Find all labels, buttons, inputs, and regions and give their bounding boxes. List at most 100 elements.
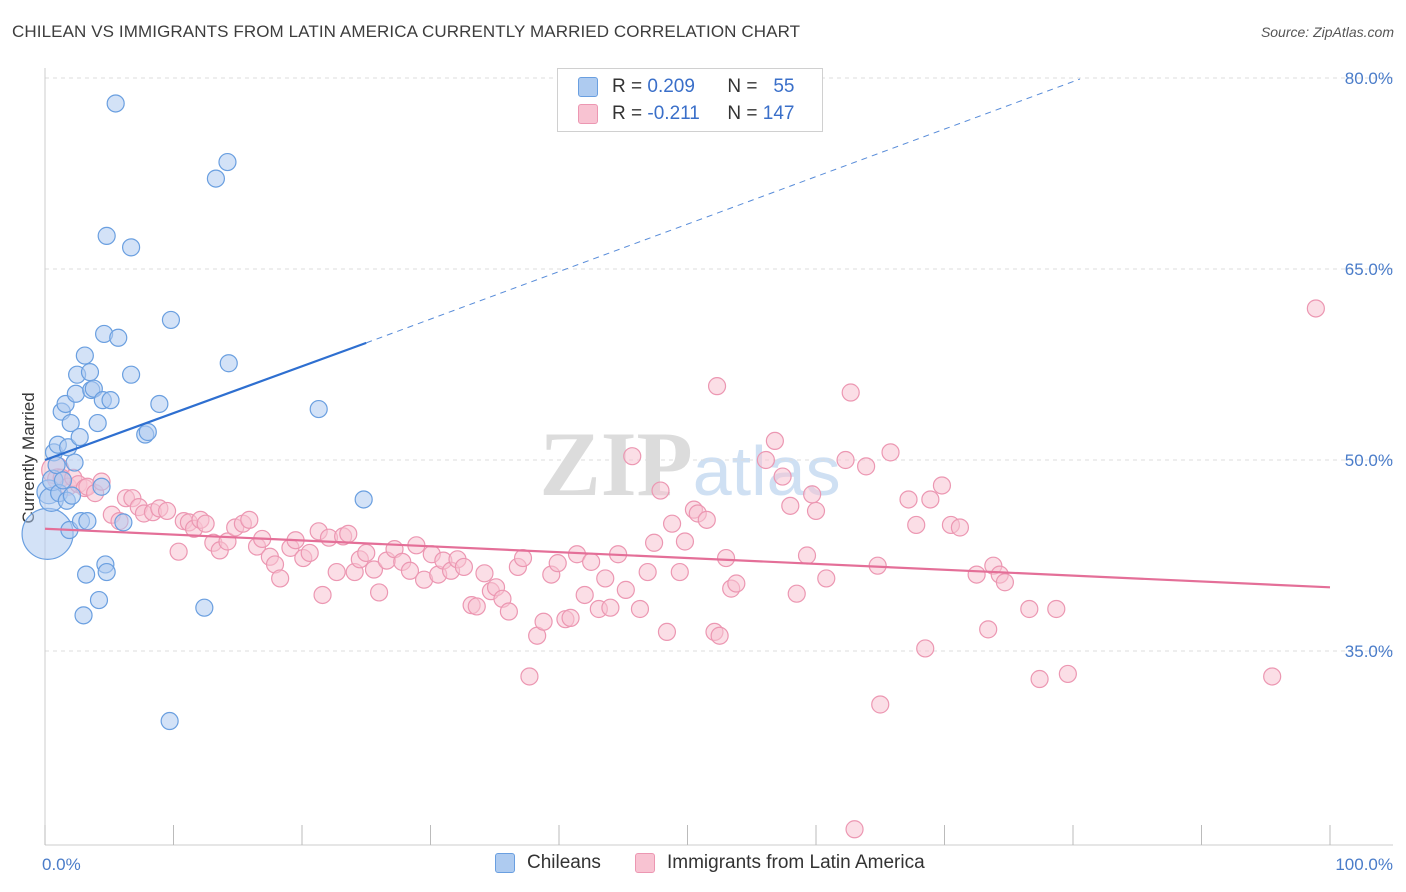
grid-lines <box>45 77 1393 652</box>
chileans-point <box>106 94 125 113</box>
immigrants-point <box>157 501 177 521</box>
immigrants-point <box>548 554 567 573</box>
n-label: N = <box>727 103 758 124</box>
immigrants-point <box>803 485 822 504</box>
immigrants-point <box>773 467 792 486</box>
immigrants-point <box>327 562 346 582</box>
chileans-swatch <box>578 77 598 97</box>
immigrants-point <box>727 574 746 593</box>
y-tick-label: 80.0% <box>1345 69 1393 88</box>
immigrants-point <box>575 585 594 605</box>
chileans-label: Chileans <box>527 852 601 873</box>
immigrants-point <box>196 514 215 533</box>
y-tick-label: 50.0% <box>1345 451 1393 470</box>
immigrants-point <box>339 524 358 543</box>
chileans-point <box>92 477 111 496</box>
immigrants-point <box>871 695 890 714</box>
immigrants-point <box>1030 669 1049 689</box>
chileans-point <box>138 422 157 442</box>
chileans-point <box>218 152 237 172</box>
chileans-point <box>89 590 109 610</box>
immigrants-point <box>1047 599 1066 619</box>
chileans-point <box>97 562 116 582</box>
immigrants-point <box>616 580 635 599</box>
bottom-legend-immigrants: Immigrants from Latin America <box>635 852 925 874</box>
immigrants-point <box>475 564 494 583</box>
immigrants-point <box>271 569 290 588</box>
immigrants-label: Immigrants from Latin America <box>667 852 925 873</box>
series-immigrants-points <box>41 299 1325 839</box>
immigrants-point <box>520 667 539 686</box>
chileans-point <box>75 346 94 365</box>
immigrants-point <box>370 583 389 602</box>
immigrants-swatch <box>578 104 598 124</box>
immigrants-point <box>670 562 689 582</box>
immigrants-point <box>967 565 986 584</box>
immigrants-point <box>979 620 998 639</box>
chileans-point <box>65 453 84 472</box>
chileans-point <box>53 471 73 490</box>
immigrants-point <box>400 561 420 580</box>
immigrants-point <box>845 820 864 839</box>
immigrants-point <box>921 490 940 509</box>
legend-row-immigrants: R = -0.211 N = 147 <box>578 102 794 126</box>
r-label: R = <box>612 76 643 97</box>
immigrants-point <box>1058 664 1077 684</box>
chileans-point <box>195 598 214 617</box>
chileans-trend-line <box>44 341 367 462</box>
chileans-point <box>309 399 328 419</box>
immigrants-point <box>313 585 332 605</box>
chart-title: CHILEAN VS IMMIGRANTS FROM LATIN AMERICA… <box>12 22 801 41</box>
chileans-point <box>70 427 89 447</box>
immigrants-point <box>716 548 736 568</box>
immigrants-point <box>1263 667 1282 686</box>
y-axis-label: Currently Married <box>19 392 38 523</box>
chileans-point <box>78 512 97 531</box>
immigrants-point <box>561 608 580 627</box>
chileans-point <box>150 394 169 414</box>
chileans-point <box>62 486 82 505</box>
trend-lines <box>44 78 1331 589</box>
immigrants-point <box>697 510 716 529</box>
chart-source: Source: ZipAtlas.com <box>1260 24 1394 40</box>
immigrants-point <box>357 543 376 563</box>
n-label: N = <box>727 76 758 97</box>
immigrants-point <box>467 597 486 616</box>
immigrants-swatch <box>635 853 655 873</box>
chileans-point <box>121 365 141 384</box>
immigrants-point <box>657 622 677 642</box>
y-tick-label: 35.0% <box>1345 642 1393 661</box>
chileans-swatch <box>495 853 515 873</box>
chileans-point <box>74 606 93 625</box>
immigrants-point <box>534 612 553 631</box>
r-value: 0.209 <box>647 76 695 97</box>
chileans-point <box>219 354 238 373</box>
stats-legend: R = 0.209 N = 55 R = -0.211 N = 147 <box>557 68 823 132</box>
chileans-point <box>206 169 226 188</box>
x-tick-labels: 0.0% 100.0% <box>42 855 1393 874</box>
immigrants-point <box>797 546 817 565</box>
immigrants-point <box>300 543 319 563</box>
bottom-legend-chileans: Chileans <box>495 852 601 874</box>
immigrants-point <box>817 569 836 588</box>
immigrants-point <box>513 548 533 568</box>
immigrants-point <box>644 533 664 552</box>
immigrants-point <box>932 476 952 495</box>
immigrants-point <box>841 383 860 402</box>
immigrants-point <box>950 518 970 537</box>
chileans-point <box>101 391 120 410</box>
immigrants-point <box>651 481 670 500</box>
immigrants-point <box>707 377 727 396</box>
immigrants-point <box>756 450 775 470</box>
chileans-point <box>121 238 141 257</box>
n-value: 55 <box>773 76 795 97</box>
chileans-point <box>109 328 128 347</box>
immigrants-point <box>662 514 682 533</box>
chileans-point <box>66 384 85 403</box>
immigrants-point <box>857 457 876 476</box>
immigrants-point <box>899 490 918 509</box>
r-value: -0.211 <box>647 103 700 124</box>
immigrants-point <box>836 450 855 470</box>
immigrants-point <box>169 542 188 561</box>
